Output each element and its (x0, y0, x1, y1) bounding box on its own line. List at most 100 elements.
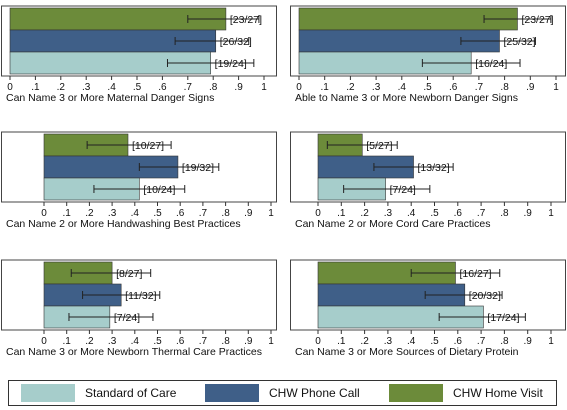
x-tick-label: .7 (475, 82, 484, 93)
legend-label-chw-phone-call: CHW Phone Call (269, 386, 360, 400)
legend-swatch-chw-phone-call (205, 384, 259, 402)
x-tick-label: 1 (268, 208, 274, 219)
chart-panel: [23/27] [25/32] [16/24] 0 .1 .2 .3 .4 .5 .6 .7 .8 .9… (290, 5, 566, 104)
x-tick-label: 1 (548, 336, 554, 347)
x-tick-label: .4 (107, 82, 116, 93)
chart-panel: [8/27] [11/32] [7/24] 0 .1 .2 .3 .4 .5 .6 .7 .8 .9 1C… (1, 259, 277, 358)
data-label: [23/27] (230, 14, 262, 26)
x-tick-label: .4 (131, 336, 140, 347)
x-tick-label: .2 (85, 208, 94, 219)
x-tick-label: 0 (41, 208, 47, 219)
x-tick-label: .6 (158, 82, 167, 93)
x-tick-label: .6 (454, 336, 463, 347)
x-tick-label: .4 (131, 208, 140, 219)
x-tick-label: .9 (526, 82, 535, 93)
x-tick-label: .9 (244, 208, 253, 219)
x-tick-label: .4 (407, 208, 416, 219)
data-label: [7/24] (114, 312, 140, 324)
x-tick-label: .9 (524, 208, 533, 219)
data-label: [25/32] (503, 36, 535, 48)
data-label: [26/32] (220, 36, 252, 48)
x-tick-label: .8 (221, 208, 230, 219)
x-tick-label: .1 (337, 336, 346, 347)
x-tick-label: .5 (153, 208, 162, 219)
x-tick-label: .6 (449, 82, 458, 93)
chart-panel: [5/27] [13/32][7/24] 0 .1 .2 .3 .4 .5 .6 .7 .8 .9 1 C… (290, 131, 566, 230)
x-tick-label: .9 (244, 336, 253, 347)
x-tick-label: .8 (221, 336, 230, 347)
data-label: [19/32] (182, 162, 214, 174)
x-tick-label: .4 (398, 82, 407, 93)
x-tick-label: .6 (454, 208, 463, 219)
data-label: [11/32] (125, 290, 156, 302)
x-axis-label: Can Name 3 or More Newborn Thermal Care … (6, 346, 262, 358)
x-tick-label: .5 (430, 336, 439, 347)
x-tick-label: .5 (133, 82, 142, 93)
x-tick-label: .8 (500, 82, 509, 93)
x-tick-label: 1 (548, 208, 554, 219)
x-tick-label: .6 (176, 208, 185, 219)
x-tick-label: .5 (153, 336, 162, 347)
data-label: [10/24] (143, 184, 175, 196)
x-tick-label: .3 (384, 208, 393, 219)
legend-swatch-chw-home-visit (389, 384, 443, 402)
data-label: [16/27] (459, 268, 491, 280)
x-tick-label: .3 (108, 208, 117, 219)
data-label: [23/27] (521, 14, 553, 26)
x-tick-label: .7 (184, 82, 193, 93)
x-tick-label: .7 (477, 208, 486, 219)
data-label: [16/24] (475, 58, 507, 70)
x-tick-label: 0 (296, 82, 302, 93)
x-tick-label: .3 (372, 82, 381, 93)
x-tick-label: 1 (553, 82, 559, 93)
x-tick-label: .5 (423, 82, 432, 93)
x-tick-label: .9 (524, 336, 533, 347)
x-tick-label: .2 (57, 82, 66, 93)
x-tick-label: 0 (315, 208, 321, 219)
x-tick-label: .2 (346, 82, 355, 93)
x-axis-label: Can Name 3 or More Maternal Danger Signs (6, 92, 214, 104)
x-tick-label: .5 (430, 208, 439, 219)
chart-panel: [23/27] [26/32] [19/24] 0 .1 .2 .3 .4 .5 .6 .7 .8 .9… (1, 5, 277, 104)
x-tick-label: .3 (108, 336, 117, 347)
x-tick-label: .4 (407, 336, 416, 347)
data-label: [7/24] (390, 184, 416, 196)
data-label: [10/27] (132, 140, 164, 152)
x-tick-label: .7 (477, 336, 486, 347)
x-tick-label: .8 (209, 82, 218, 93)
x-axis-label: Can Name 2 or More Handwashing Best Prac… (6, 218, 241, 230)
data-label: [19/24] (215, 58, 247, 70)
data-label: [8/27] (116, 268, 142, 280)
x-tick-label: .2 (360, 336, 369, 347)
x-tick-label: 0 (315, 336, 321, 347)
x-tick-label: 1 (268, 336, 274, 347)
x-tick-label: .3 (82, 82, 91, 93)
x-tick-label: 0 (7, 82, 13, 93)
x-tick-label: .7 (199, 336, 208, 347)
legend-label-standard-of-care: Standard of Care (85, 386, 177, 400)
x-tick-label: .1 (31, 82, 40, 93)
x-tick-label: .1 (337, 208, 346, 219)
x-tick-label: .9 (234, 82, 243, 93)
data-label: [20/32] (469, 290, 501, 302)
chart-panel: [16/27] [20/32] [17/24] 0 .1 .2 .3 .4 .5 .6 .7 .8 .9… (290, 259, 566, 358)
x-tick-label: 0 (41, 336, 47, 347)
x-tick-label: .8 (500, 208, 509, 219)
chart-panel: [10/27] [19/32] [10/24] 0 .1 .2 .3 .4 .5 .6 .7 .8 .9… (1, 131, 277, 230)
x-tick-label: .1 (63, 208, 72, 219)
x-tick-label: .2 (85, 336, 94, 347)
legend-swatch-standard-of-care (21, 384, 75, 402)
x-tick-label: 1 (261, 82, 267, 93)
legend-label-chw-home-visit: CHW Home Visit (453, 386, 543, 400)
x-tick-label: .7 (199, 208, 208, 219)
x-axis-label: Can Name 2 or More Cord Care Practices (295, 218, 491, 230)
data-label: [17/24] (487, 312, 519, 324)
data-label: [5/27] (366, 140, 392, 152)
x-tick-label: .6 (176, 336, 185, 347)
x-tick-label: .1 (321, 82, 330, 93)
data-label: [13/32] (418, 162, 450, 174)
x-tick-label: .8 (500, 336, 509, 347)
x-axis-label: Able to Name 3 or More Newborn Danger Si… (295, 92, 518, 104)
x-tick-label: .2 (360, 208, 369, 219)
